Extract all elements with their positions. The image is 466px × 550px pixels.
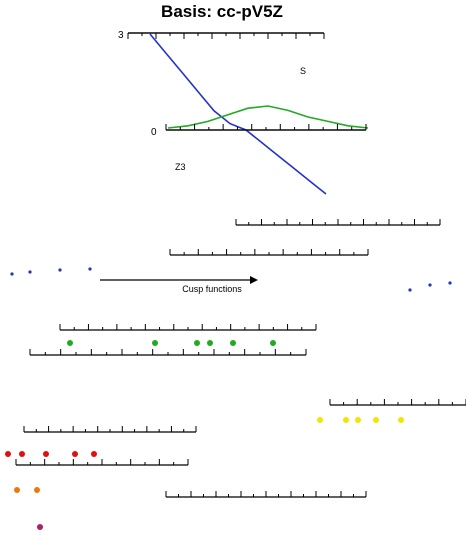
marker-blue-6 (448, 281, 452, 285)
marker-green-5 (270, 340, 276, 346)
chart-title: Basis: cc-pV5Z (161, 2, 283, 21)
side-label-s: S (300, 66, 306, 76)
ytick-top: 3 (118, 30, 124, 41)
marker-blue-1 (28, 270, 32, 274)
annotation-cusp: Cusp functions (182, 284, 242, 294)
annotation-arrowhead (250, 276, 258, 284)
marker-blue-0 (10, 272, 14, 276)
marker-yellow-1 (343, 417, 349, 423)
marker-red-4 (91, 451, 97, 457)
marker-green-3 (207, 340, 213, 346)
marker-green-2 (194, 340, 200, 346)
ytick-mid: 0 (151, 127, 157, 138)
marker-blue-3 (88, 267, 92, 271)
series-green-line (167, 105, 369, 129)
marker-green-0 (67, 340, 73, 346)
marker-red-1 (19, 451, 25, 457)
curve-group (149, 33, 369, 195)
marker-group (5, 267, 452, 530)
marker-yellow-0 (317, 417, 323, 423)
marker-red-0 (5, 451, 11, 457)
marker-red-2 (43, 451, 49, 457)
marker-blue-5 (428, 283, 432, 287)
tick-group (15, 32, 466, 498)
marker-blue-4 (408, 288, 412, 292)
top-panel: 3 0 S Z3 (118, 30, 366, 172)
side-label-z3: Z3 (175, 162, 186, 172)
marker-yellow-4 (398, 417, 404, 423)
marker-magenta-0 (37, 524, 43, 530)
series-blue-line (149, 33, 327, 195)
marker-green-4 (230, 340, 236, 346)
marker-yellow-2 (355, 417, 361, 423)
marker-yellow-3 (373, 417, 379, 423)
marker-orange-0 (14, 487, 20, 493)
marker-green-1 (152, 340, 158, 346)
marker-red-3 (72, 451, 78, 457)
marker-orange-1 (34, 487, 40, 493)
marker-blue-2 (58, 268, 62, 272)
